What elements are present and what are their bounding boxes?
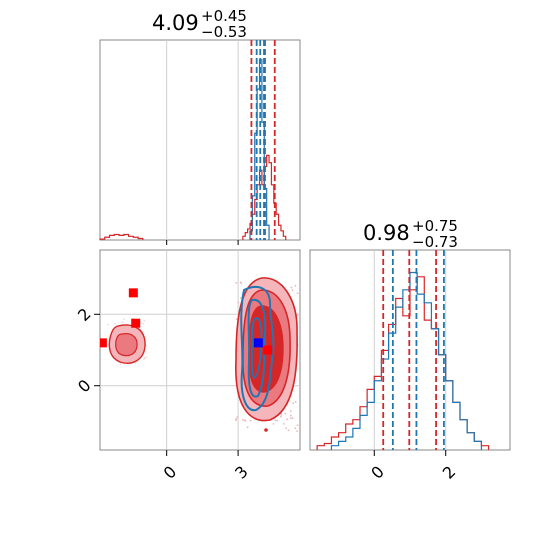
scatter-dot <box>274 419 277 422</box>
scatter-dot <box>236 416 239 418</box>
contour-red-left-inner <box>115 333 138 357</box>
ytick-param2-0-label: 0 <box>74 376 95 397</box>
contour-blue-mid <box>247 298 267 398</box>
scatter-dot <box>145 356 148 359</box>
scatter-dot <box>291 417 294 420</box>
marker-blue-4 <box>253 338 263 348</box>
scatter-dot <box>240 297 242 300</box>
scatter-dot <box>142 330 144 333</box>
marker-red-3 <box>263 345 273 355</box>
scatter-dot <box>296 430 298 433</box>
marker-red-2 <box>100 338 107 348</box>
scatter-dot <box>123 318 125 320</box>
scatter-dot <box>134 362 137 364</box>
title-param2: 0.98 +0.75 −0.73 <box>363 217 458 251</box>
title-param1-minus: −0.53 <box>201 23 247 41</box>
scatter-dot <box>235 418 238 420</box>
scatter-dot <box>145 352 147 354</box>
scatter-dot <box>296 424 299 427</box>
title-param2-minus: −0.73 <box>412 233 458 251</box>
title-param1: 4.09 +0.45 −0.53 <box>152 7 247 41</box>
xtick-param1-1-label: 3 <box>231 462 252 483</box>
scatter-dot <box>272 422 275 425</box>
scatter-dot <box>249 419 252 422</box>
scatter-dot <box>237 301 240 304</box>
panel-hist-param2 <box>309 249 511 451</box>
scatter-dot <box>241 418 244 421</box>
scatter-dot <box>296 314 299 316</box>
title-param1-value: 4.09 <box>152 11 199 35</box>
ytick-param2-1-label: 2 <box>74 304 95 325</box>
title-param2-plus: +0.75 <box>412 217 458 235</box>
scatter-dot <box>290 286 293 289</box>
scatter-dot <box>282 422 285 425</box>
panel-hist-param1-frame <box>99 39 301 241</box>
scatter-dot <box>287 429 290 432</box>
scatter-dot <box>291 289 294 292</box>
scatter-dot <box>285 427 287 430</box>
scatter-dot <box>107 323 109 326</box>
scatter-dot <box>279 415 282 418</box>
scatter-dot <box>121 321 124 323</box>
scatter-dot <box>276 419 279 422</box>
scatter-dot <box>289 417 292 420</box>
scatter-dot <box>289 410 292 413</box>
scatter-dot <box>292 402 295 405</box>
scatter-dot <box>294 401 297 404</box>
xtick-param2-0-label: 0 <box>367 462 388 483</box>
marker-red-1 <box>131 318 141 328</box>
scatter-dot <box>294 427 297 430</box>
scatter-dot <box>119 363 122 365</box>
title-param1-plus: +0.45 <box>201 7 247 25</box>
hist-param1-low-red <box>99 233 144 240</box>
scatter-dot <box>240 282 243 285</box>
contour-blue-inner <box>250 317 263 380</box>
title-param2-value: 0.98 <box>363 221 410 245</box>
panel-2d <box>99 249 301 451</box>
scatter-dot <box>284 412 287 415</box>
scatter-dot <box>235 318 238 321</box>
scatter-dot <box>296 292 299 295</box>
scatter-dot <box>142 322 144 325</box>
panel-hist-param1 <box>99 39 301 241</box>
scatter-dot <box>244 419 247 422</box>
scatter-dot <box>235 282 238 284</box>
contour-blue-outer <box>240 286 275 412</box>
hist-param2-blue <box>330 271 483 450</box>
scatter-dot <box>294 284 297 287</box>
scatter-dot <box>286 418 288 421</box>
scatter-dot <box>143 319 146 322</box>
marker-red-0 <box>128 288 138 298</box>
contour-red-small <box>264 428 268 432</box>
scatter-dot <box>280 413 283 416</box>
scatter-dot <box>143 358 145 360</box>
xtick-param2-1-label: 2 <box>439 462 460 483</box>
xtick-param1-0-label: 0 <box>160 462 181 483</box>
scatter-dot <box>246 426 249 429</box>
scatter-dot <box>114 323 116 325</box>
scatter-dot <box>289 414 292 417</box>
hist-param1-blue <box>249 59 270 240</box>
scatter-dot <box>145 344 148 347</box>
